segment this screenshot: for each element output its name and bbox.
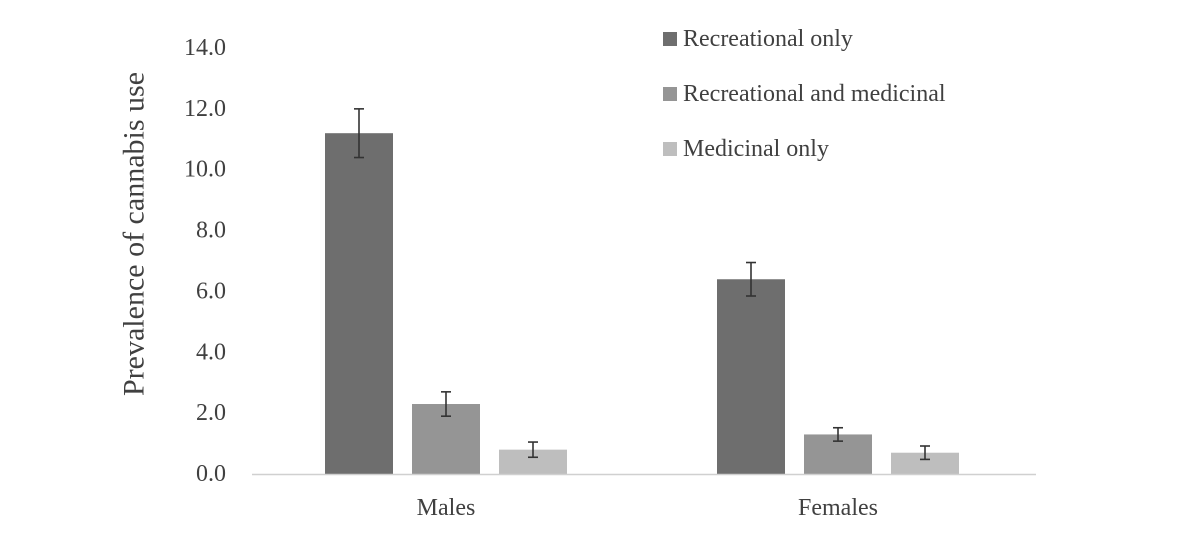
legend-label: Recreational and medicinal — [683, 81, 946, 107]
error-bar — [746, 261, 756, 297]
category-labels: Males Females — [417, 495, 878, 521]
y-tick-label: 14.0 — [184, 35, 226, 61]
bars — [325, 133, 959, 474]
legend-item: Recreational only — [663, 26, 853, 52]
error-bar — [833, 426, 843, 442]
legend-item: Recreational and medicinal — [663, 81, 946, 107]
bar — [325, 133, 393, 474]
y-tick-label: 4.0 — [196, 339, 226, 365]
y-tick-label: 6.0 — [196, 278, 226, 304]
legend-label: Recreational only — [683, 26, 853, 52]
y-tick-label: 8.0 — [196, 218, 226, 244]
bar — [717, 279, 785, 474]
legend-swatch — [663, 32, 677, 46]
error-bars — [354, 108, 930, 461]
y-axis-ticks: 0.0 2.0 4.0 6.0 8.0 10.0 12.0 14.0 — [184, 35, 226, 487]
category-label: Females — [798, 495, 878, 521]
legend: Recreational only Recreational and medici… — [663, 26, 946, 162]
legend-swatch — [663, 142, 677, 156]
y-tick-label: 12.0 — [184, 96, 226, 122]
y-tick-label: 0.0 — [196, 461, 226, 487]
error-bar — [441, 391, 451, 417]
bar — [891, 452, 959, 474]
legend-label: Medicinal only — [683, 136, 829, 162]
error-bar — [920, 445, 930, 461]
y-tick-label: 2.0 — [196, 400, 226, 426]
error-bar — [528, 441, 538, 459]
y-axis-title: Prevalence of cannabis use — [118, 72, 151, 396]
y-tick-label: 10.0 — [184, 157, 226, 183]
legend-swatch — [663, 87, 677, 101]
error-bar — [354, 108, 364, 159]
category-label: Males — [417, 495, 476, 521]
legend-item: Medicinal only — [663, 136, 829, 162]
